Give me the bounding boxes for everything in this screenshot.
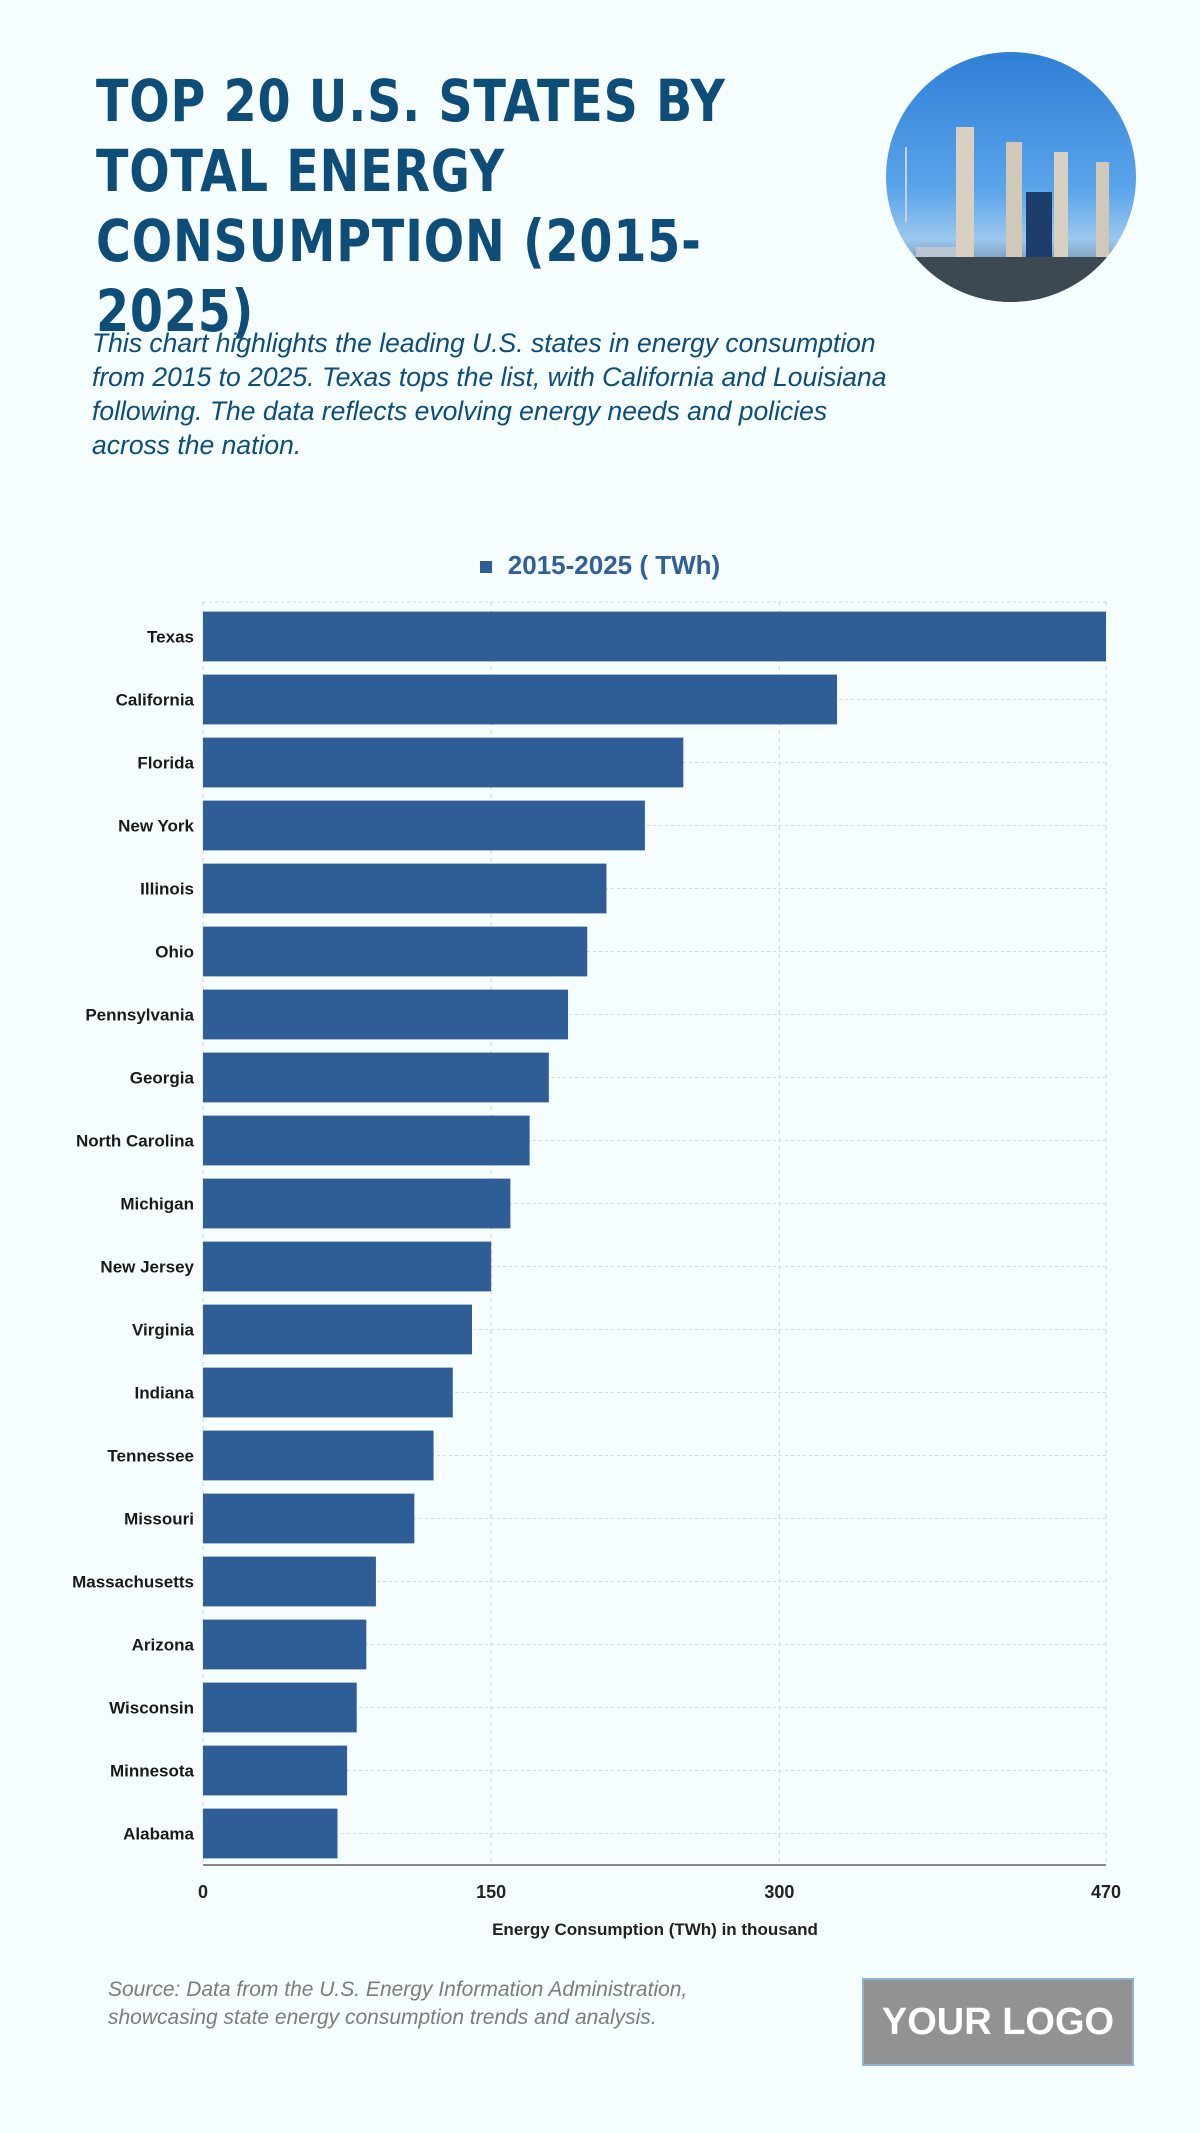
bar-tennessee (203, 1430, 434, 1481)
bar-alabama (203, 1808, 338, 1859)
x-tick-label: 470 (1091, 1882, 1121, 1902)
y-tick-label: Illinois (140, 880, 194, 899)
city-towers-image (886, 127, 1136, 302)
bar-florida (203, 737, 684, 788)
y-tick-label: Virginia (132, 1321, 195, 1340)
bar-california (203, 674, 838, 725)
bar-new-jersey (203, 1241, 492, 1292)
bar-new-york (203, 800, 645, 851)
y-tick-label: New York (118, 817, 194, 836)
bar-minnesota (203, 1745, 348, 1796)
bar-illinois (203, 863, 607, 914)
bar-virginia (203, 1304, 472, 1355)
y-tick-label: California (116, 691, 195, 710)
source-note: Source: Data from the U.S. Energy Inform… (108, 1978, 688, 2029)
bar-georgia (203, 1052, 549, 1103)
x-tick-label: 0 (198, 1882, 208, 1902)
x-axis-title: Energy Consumption (TWh) in thousand (492, 1920, 818, 1939)
bar-pennsylvania (203, 989, 569, 1040)
chart-description: This chart highlights the leading U.S. s… (92, 328, 887, 460)
y-tick-label: Tennessee (107, 1447, 194, 1466)
legend-label: 2015-2025 ( TWh) (507, 550, 721, 580)
y-tick-label: Missouri (124, 1510, 194, 1529)
y-tick-label: North Carolina (76, 1132, 195, 1151)
y-tick-label: Pennsylvania (85, 1006, 194, 1025)
legend-swatch (479, 561, 492, 574)
y-tick-label: Ohio (155, 943, 194, 962)
y-tick-label: Alabama (123, 1825, 194, 1844)
bar-north-carolina (203, 1115, 530, 1166)
bar-chart: Texas California Florida New York Illinois Oh… (72, 601, 1121, 1939)
page-title: TOP 20 U.S. STATES BY TOTAL ENERGY CONSU… (96, 67, 726, 345)
chart-legend: 2015-2025 ( TWh) (0, 550, 1200, 581)
y-tick-label: New Jersey (100, 1258, 194, 1277)
bar-indiana (203, 1367, 453, 1418)
header-photo (886, 52, 1136, 302)
bar-michigan (203, 1178, 511, 1229)
bar-texas (203, 611, 1106, 662)
bar-arizona (203, 1619, 367, 1670)
y-tick-label: Florida (137, 754, 194, 773)
y-tick-label: Georgia (130, 1069, 195, 1088)
logo-placeholder: YOUR LOGO (862, 1978, 1134, 2066)
y-tick-label: Wisconsin (109, 1699, 194, 1718)
x-tick-label: 300 (764, 1882, 794, 1902)
x-tick-label: 150 (476, 1882, 506, 1902)
bar-ohio (203, 926, 588, 977)
y-tick-label: Michigan (120, 1195, 194, 1214)
bar-wisconsin (203, 1682, 357, 1733)
y-tick-label: Minnesota (110, 1762, 195, 1781)
y-tick-label: Indiana (134, 1384, 194, 1403)
y-tick-label: Texas (147, 628, 194, 647)
y-tick-label: Massachusetts (72, 1573, 194, 1592)
bar-missouri (203, 1493, 415, 1544)
bar-massachusetts (203, 1556, 376, 1607)
y-tick-label: Arizona (132, 1636, 195, 1655)
